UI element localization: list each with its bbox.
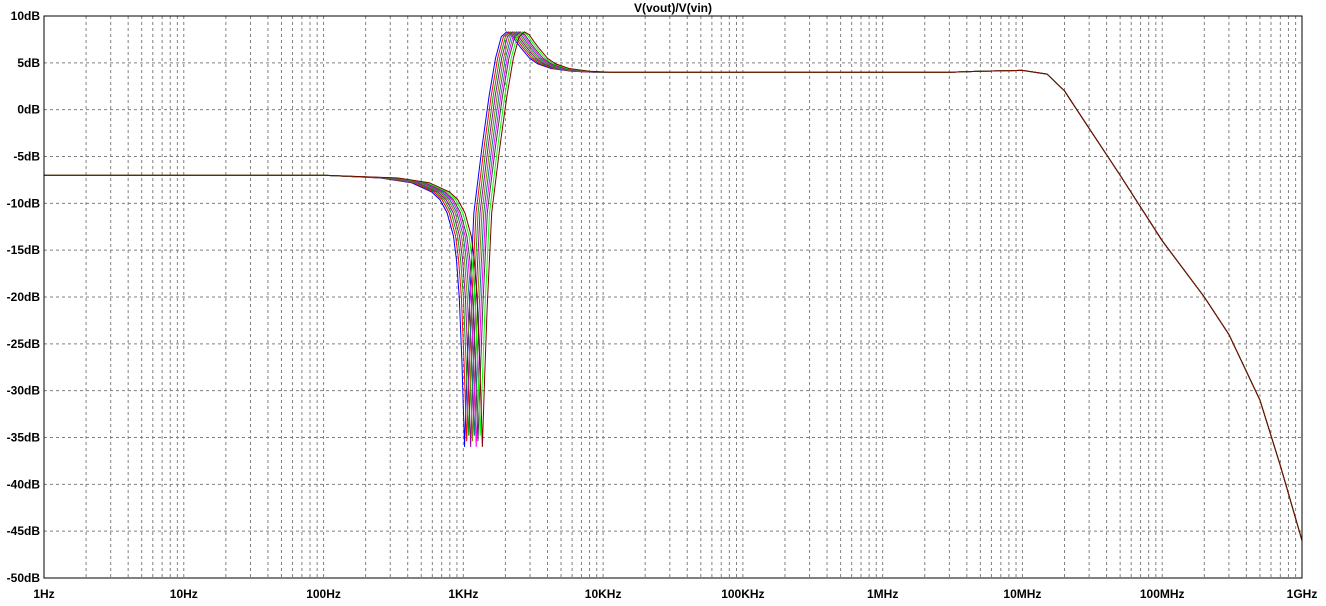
y-tick-label: -5dB xyxy=(13,150,40,164)
x-tick-label: 1GHz xyxy=(1287,587,1318,601)
x-tick-label: 1Hz xyxy=(33,587,54,601)
x-tick-label: 10Hz xyxy=(170,587,198,601)
y-tick-label: -45dB xyxy=(7,524,41,538)
chart-title: V(vout)/V(vin) xyxy=(634,1,712,15)
x-tick-label: 1MHz xyxy=(867,587,898,601)
plot-area xyxy=(43,15,1303,579)
y-tick-label: -30dB xyxy=(7,384,41,398)
x-tick-label: 10KHz xyxy=(585,587,622,601)
y-tick-label: -35dB xyxy=(7,431,41,445)
y-tick-label: -50dB xyxy=(7,571,41,585)
y-tick-label: -20dB xyxy=(7,290,41,304)
x-tick-label: 10MHz xyxy=(1003,587,1041,601)
y-tick-label: 10dB xyxy=(11,9,41,23)
x-tick-label: 1KHz xyxy=(448,587,478,601)
grid-lines xyxy=(43,15,1302,579)
series-group xyxy=(44,31,1303,541)
x-tick-label: 100Hz xyxy=(306,587,341,601)
y-tick-label: -25dB xyxy=(7,337,41,351)
x-tick-label: 100KHz xyxy=(721,587,764,601)
series-line xyxy=(44,31,1303,541)
y-tick-label: -15dB xyxy=(7,243,41,257)
plot-frame xyxy=(43,15,1303,579)
y-tick-label: -10dB xyxy=(7,196,41,210)
x-tick-labels: 1Hz 10Hz 100Hz 1KHz 10KHz 100KHz 1MHz 10MHz 100M… xyxy=(33,587,1317,601)
y-tick-label: 5dB xyxy=(17,56,40,70)
y-tick-label: -40dB xyxy=(7,477,41,491)
y-tick-labels: 10dB 5dB 0dB -5dB -10dB -15dB -20dB -25dB -30dB -… xyxy=(7,9,41,585)
y-tick-label: 0dB xyxy=(17,103,40,117)
x-tick-label: 100MHz xyxy=(1140,587,1185,601)
